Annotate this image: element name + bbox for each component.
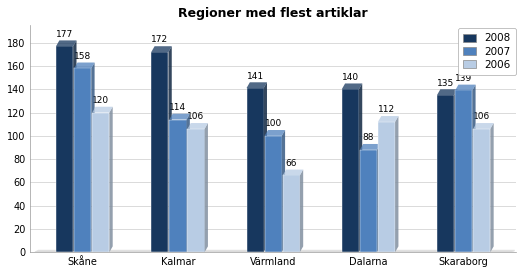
Polygon shape [454, 89, 458, 252]
Polygon shape [151, 46, 172, 52]
Polygon shape [473, 123, 494, 129]
Text: 177: 177 [56, 30, 73, 39]
Text: 66: 66 [286, 159, 297, 168]
Text: 141: 141 [246, 72, 264, 81]
Text: 88: 88 [362, 133, 374, 142]
Bar [169, 119, 187, 252]
Title: Regioner med flest artiklar: Regioner med flest artiklar [178, 7, 368, 20]
Polygon shape [455, 85, 475, 90]
Text: 140: 140 [342, 73, 359, 82]
Polygon shape [377, 144, 380, 252]
Polygon shape [56, 40, 76, 46]
Polygon shape [264, 82, 267, 252]
Polygon shape [437, 89, 458, 95]
Polygon shape [378, 116, 399, 122]
Bar [342, 89, 359, 252]
Text: 106: 106 [187, 112, 204, 121]
Polygon shape [491, 123, 494, 252]
Polygon shape [282, 130, 285, 252]
Polygon shape [92, 107, 112, 113]
Bar [56, 46, 73, 252]
Text: 120: 120 [92, 96, 109, 105]
Text: 172: 172 [151, 35, 168, 44]
Text: 106: 106 [473, 112, 491, 121]
Bar [92, 113, 109, 252]
Polygon shape [187, 123, 208, 129]
Bar [437, 95, 454, 252]
Bar [455, 90, 472, 252]
Legend: 2008, 2007, 2006: 2008, 2007, 2006 [458, 28, 516, 75]
Polygon shape [359, 84, 362, 252]
Polygon shape [265, 130, 285, 136]
Polygon shape [395, 116, 399, 252]
Polygon shape [342, 84, 362, 89]
Text: 100: 100 [265, 119, 282, 128]
Polygon shape [246, 82, 267, 88]
Text: 135: 135 [437, 79, 454, 87]
Bar [473, 129, 491, 252]
Bar [246, 88, 264, 252]
Polygon shape [168, 46, 172, 252]
Polygon shape [109, 107, 112, 252]
Bar [360, 150, 377, 252]
Polygon shape [300, 170, 303, 252]
Bar [283, 175, 300, 252]
Bar [265, 136, 282, 252]
Polygon shape [360, 144, 380, 150]
Polygon shape [91, 62, 95, 252]
Bar [151, 52, 168, 252]
Polygon shape [472, 85, 475, 252]
Text: 112: 112 [378, 105, 395, 114]
Bar [378, 122, 395, 252]
Text: 114: 114 [169, 103, 187, 112]
Polygon shape [204, 123, 208, 252]
Polygon shape [169, 114, 190, 119]
Text: 139: 139 [455, 74, 472, 83]
Polygon shape [187, 114, 190, 252]
Bar [74, 68, 91, 252]
Text: 158: 158 [74, 52, 92, 61]
Polygon shape [73, 40, 76, 252]
Polygon shape [35, 250, 515, 252]
Polygon shape [283, 170, 303, 175]
Polygon shape [74, 62, 95, 68]
Bar [187, 129, 204, 252]
